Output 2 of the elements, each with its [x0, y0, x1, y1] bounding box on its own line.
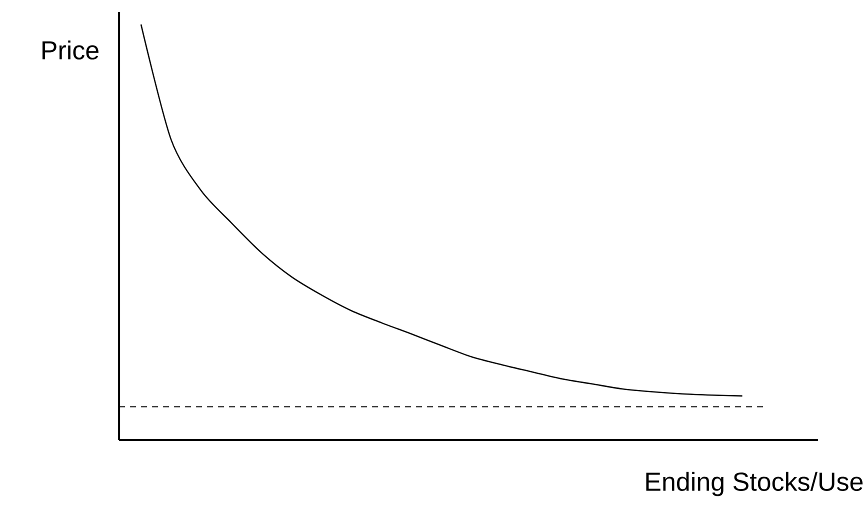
x-axis-title: Ending Stocks/Use — [646, 472, 863, 496]
y-axis-title: Price — [42, 40, 98, 60]
